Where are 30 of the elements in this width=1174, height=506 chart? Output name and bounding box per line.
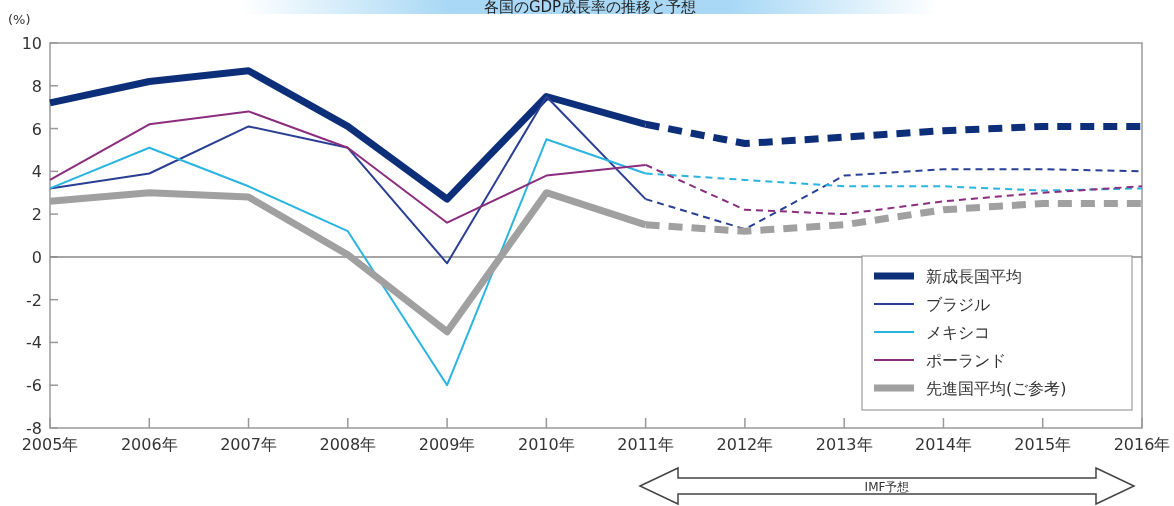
- y-tick-label: 4: [31, 162, 42, 182]
- y-tick-label: 8: [31, 76, 42, 96]
- x-tick-label: 2007年: [220, 435, 277, 454]
- y-tick-label: 0: [31, 247, 42, 267]
- x-tick-label: 2005年: [21, 435, 79, 454]
- x-tick-label: 2006年: [120, 435, 178, 454]
- x-tick-label: 2015年: [1014, 435, 1072, 454]
- y-tick-label: -6: [26, 376, 42, 396]
- y-tick-label: -4: [26, 333, 42, 353]
- y-tick-label: -2: [26, 290, 42, 310]
- x-tick-label: 2012年: [716, 435, 774, 454]
- y-axis-title: (%): [8, 12, 31, 27]
- x-tick-label: 2014年: [915, 435, 972, 454]
- legend-label: メキシコ: [926, 323, 990, 342]
- legend-label: 新成長国平均: [926, 267, 1022, 286]
- chart-title: 各国のGDP成長率の推移と予想: [483, 0, 697, 16]
- legend-label: ポーランド: [926, 351, 1006, 370]
- x-tick-label: 2013年: [815, 435, 873, 454]
- legend-label: 先進国平均(ご参考): [926, 379, 1067, 398]
- x-tick-label: 2009年: [418, 435, 476, 454]
- text: IMF予想: [864, 480, 910, 494]
- x-tick-label: 2010年: [518, 435, 575, 454]
- y-tick-label: 6: [31, 119, 42, 139]
- x-tick-label: 2008年: [319, 435, 377, 454]
- x-tick-label: 2016年: [1113, 435, 1171, 454]
- y-tick-label: 10: [21, 34, 42, 53]
- x-tick-label: 2011年: [617, 435, 674, 454]
- y-tick-label: -8: [26, 419, 42, 438]
- y-tick-label: 2: [31, 205, 42, 225]
- legend-label: ブラジル: [926, 295, 990, 314]
